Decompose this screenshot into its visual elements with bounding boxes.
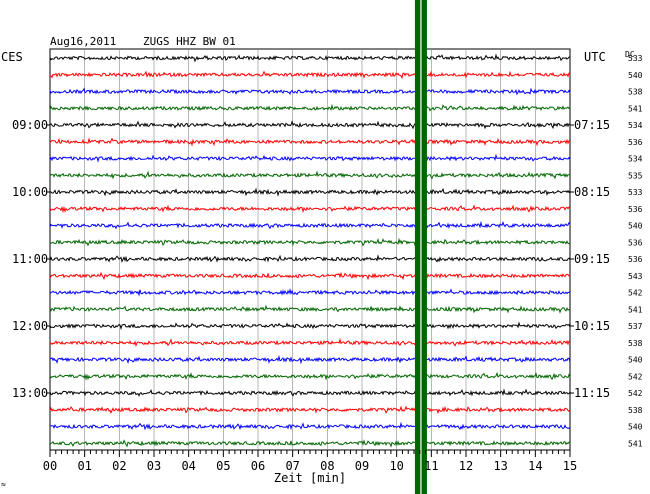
trace-line: [49, 254, 571, 263]
station-label: ZUGS HHZ BW 01: [143, 35, 236, 48]
x-tick-label: 01: [77, 459, 91, 473]
dc-value: 534: [628, 155, 643, 164]
local-zone-label: CES: [1, 50, 23, 64]
dc-value: 534: [628, 121, 643, 130]
trace-line: [49, 288, 571, 297]
trace-line: [49, 204, 571, 214]
dc-value: 538: [628, 406, 643, 415]
dc-value: 538: [628, 88, 643, 97]
dc-value: 533: [628, 188, 643, 197]
dc-value: 543: [628, 272, 643, 281]
trace-line: [49, 153, 571, 163]
dc-value: 541: [628, 439, 643, 448]
local-hour-label: 13:00: [12, 386, 48, 400]
utc-time-label: 09:15: [574, 252, 610, 266]
trace-line: [49, 354, 571, 365]
x-tick-label: 14: [528, 459, 542, 473]
dc-value: 536: [628, 138, 643, 147]
trace-line: [49, 103, 571, 112]
dc-value: 540: [628, 356, 643, 365]
utc-time-label: 11:15: [574, 386, 610, 400]
x-tick-label: 06: [251, 459, 265, 473]
trace-line: [49, 321, 571, 331]
dc-value: 536: [628, 205, 643, 214]
dc-value: 535: [628, 171, 643, 180]
trace-line: [49, 170, 571, 180]
trace-line: [49, 421, 571, 431]
x-tick-label: 00: [43, 459, 57, 473]
dc-value: 542: [628, 289, 643, 298]
x-tick-label: 05: [216, 459, 230, 473]
trace-line: [49, 70, 571, 80]
dc-value: 541: [628, 104, 643, 113]
dc-value: 540: [628, 222, 643, 231]
dc-value: 538: [628, 339, 643, 348]
x-tick-label: 04: [181, 459, 195, 473]
dc-value: 540: [628, 71, 643, 80]
dc-label: DC: [625, 50, 635, 59]
trace-line: [49, 120, 571, 130]
dc-value: 536: [628, 238, 643, 247]
trace-line: [49, 388, 571, 397]
trace-line: [49, 220, 571, 230]
x-tick-label: 09: [355, 459, 369, 473]
trace-line: [49, 187, 571, 197]
utc-time-label: 10:15: [574, 319, 610, 333]
x-tick-label: 10: [389, 459, 403, 473]
utc-zone-label: UTC: [584, 50, 606, 64]
local-hour-label: 09:00: [12, 118, 48, 132]
trace-line: [49, 405, 571, 415]
x-tick-label: 15: [563, 459, 577, 473]
dc-value: 536: [628, 255, 643, 264]
local-hour-label: 11:00: [12, 252, 48, 266]
dc-value: 542: [628, 389, 643, 398]
trace-line: [49, 271, 571, 281]
dc-value: 540: [628, 423, 643, 432]
trace-line: [49, 337, 570, 347]
date-label: Aug16,2011: [50, 35, 116, 48]
dc-value: 542: [628, 372, 643, 381]
trace-group: [49, 53, 571, 448]
trace-line: [49, 439, 571, 448]
trace-line: [49, 137, 571, 147]
x-tick-label: 07: [285, 459, 299, 473]
local-hour-label: 10:00: [12, 185, 48, 199]
trace-line: [49, 304, 571, 314]
x-tick-label: 12: [459, 459, 473, 473]
utc-time-label: 08:15: [574, 185, 610, 199]
x-axis-label: Zeit [min]: [274, 471, 346, 485]
dc-value: 533: [628, 54, 643, 63]
plot-grid: [49, 48, 571, 451]
dc-value: 541: [628, 305, 643, 314]
dc-value-labels: 533 540 538 541 534 536 534 535 533 536 540 536 536 5…: [628, 54, 643, 448]
local-time-labels: 09:00 10:00 11:00 12:00 13:00: [12, 118, 50, 400]
trace-line: [49, 87, 571, 96]
x-axis: 00 01 02 03 04 05 06 07 08 09 10 11 12 13 14 15: [43, 450, 577, 473]
event-band: [414, 0, 427, 494]
corner-footnote: ≈: [1, 480, 6, 489]
x-tick-label: 11: [424, 459, 438, 473]
trace-line: [49, 371, 571, 381]
x-tick-label: 03: [147, 459, 161, 473]
x-tick-label: 08: [320, 459, 334, 473]
trace-line: [49, 53, 571, 63]
local-hour-label: 12:00: [12, 319, 48, 333]
dc-value: 537: [628, 322, 643, 331]
utc-time-label: 07:15: [574, 118, 610, 132]
x-tick-label: 13: [493, 459, 507, 473]
utc-time-labels: 07:15 08:15 09:15 10:15 11:15: [570, 118, 610, 400]
x-tick-label: 02: [112, 459, 126, 473]
trace-line: [49, 237, 570, 247]
